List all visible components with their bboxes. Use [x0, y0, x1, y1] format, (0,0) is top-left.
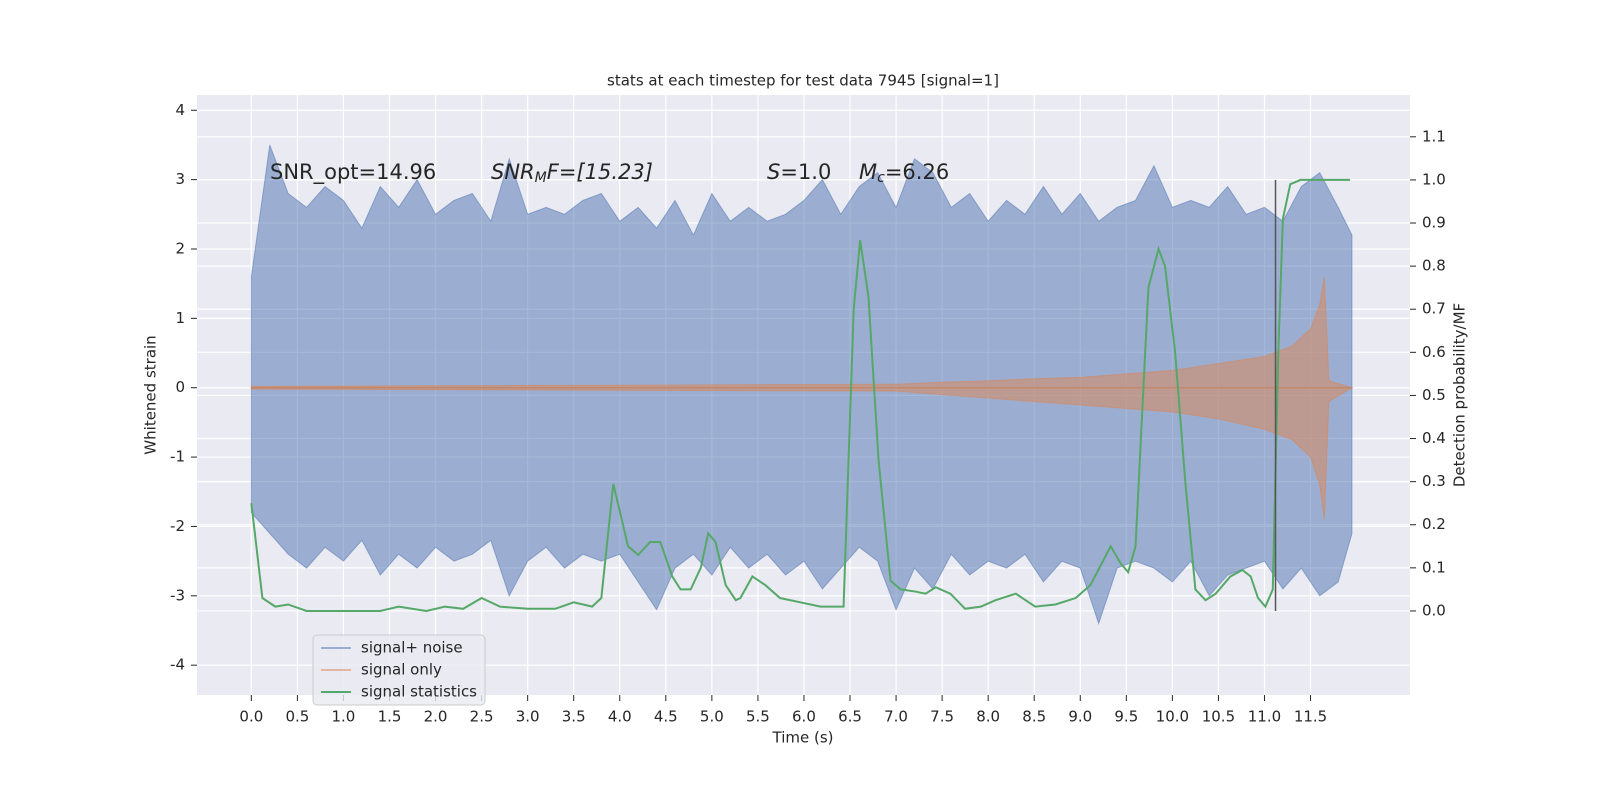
x-tick-label: 1.0: [332, 708, 356, 726]
y-tick-label: 3: [175, 170, 185, 188]
line: [250, 178, 1351, 612]
area-upper: [250, 276, 1353, 389]
legend-label: signal only: [361, 661, 442, 679]
annotation: SNR_opt=14.96: [270, 160, 436, 185]
legend-box: [312, 634, 486, 706]
y-tick-label: 1: [175, 309, 185, 327]
annotation-rest: F=[15.23]: [547, 160, 653, 184]
y2-tick-label: 0.9: [1422, 214, 1446, 232]
y2-tick-label: 1.1: [1422, 127, 1446, 145]
y-tick-label: -4: [170, 656, 185, 674]
x-tick-label: 4.0: [608, 708, 632, 726]
y2-tick-label: 0.7: [1422, 300, 1446, 318]
x-tick-label: 0.0: [239, 708, 263, 726]
x-tick-label: 6.0: [792, 708, 816, 726]
x-tick-label: 10.0: [1156, 708, 1189, 726]
y2-tick-label: 0.2: [1422, 515, 1446, 533]
x-tick-label: 5.5: [746, 708, 770, 726]
y-tick-label: -2: [170, 517, 185, 535]
x-tick-label: 8.5: [1022, 708, 1046, 726]
y-tick-label: -1: [170, 448, 185, 466]
y2-tick-label: 0.8: [1422, 257, 1446, 275]
x-tick-label: 4.5: [654, 708, 678, 726]
x-tick-label: 1.5: [378, 708, 402, 726]
annotation-rest: =6.26: [885, 160, 949, 184]
y2-tick-label: 0.1: [1422, 558, 1446, 576]
x-tick-label: 0.5: [285, 708, 309, 726]
area-lower: [250, 387, 1353, 626]
x-tick-label: 3.5: [562, 708, 586, 726]
area-upper: [250, 144, 1353, 389]
x-tick-label: 8.0: [976, 708, 1000, 726]
x-tick-label: 7.0: [884, 708, 908, 726]
annotation: Mc=6.26: [859, 160, 949, 186]
x-tick-label: 10.5: [1202, 708, 1235, 726]
annotation-main: M: [859, 160, 877, 184]
x-tick-label: 3.0: [516, 708, 540, 726]
x-tick-label: 7.5: [930, 708, 954, 726]
marks: [250, 144, 1354, 626]
y2-axis-label: Detection probability/MF: [1451, 303, 1469, 487]
x-tick-label: 6.5: [838, 708, 862, 726]
y2-tick-label: 0.5: [1422, 386, 1446, 404]
annotation-rest: =1.0: [780, 160, 831, 184]
legend-label: signal statistics: [361, 683, 477, 701]
annotation-main: S: [767, 160, 780, 184]
x-tick-label: 2.0: [424, 708, 448, 726]
x-tick-label: 5.0: [700, 708, 724, 726]
y-axis-label: Whitened strain: [142, 335, 160, 454]
x-tick-label: 9.5: [1114, 708, 1138, 726]
axes: 0.0 0.5 1.0 1.5 2.0 2.5 3.0 3.5 4.0 4.5 5.0 5.5 6.0 6…: [170, 101, 1446, 726]
chart-title: stats at each timestep for test data 794…: [607, 72, 999, 90]
annotation: S=1.0: [767, 160, 831, 184]
annotation-sub: M: [535, 170, 547, 186]
x-axis-label: Time (s): [772, 729, 834, 747]
area-lower: [250, 387, 1354, 520]
y2-tick-label: 0.3: [1422, 472, 1446, 490]
y2-tick-label: 0.6: [1422, 343, 1446, 361]
annotation-main: SNR_opt=14.96: [270, 160, 436, 185]
y-tick-label: 2: [175, 239, 185, 257]
y2-tick-label: 0.4: [1422, 429, 1446, 447]
x-tick-label: 9.0: [1068, 708, 1092, 726]
x-tick-label: 11.0: [1248, 708, 1281, 726]
y2-tick-label: 0.0: [1422, 601, 1446, 619]
annotation-sub: c: [877, 170, 885, 186]
annotation-main: SNR: [491, 160, 535, 184]
y-tick-label: -3: [170, 586, 185, 604]
y-tick-label: 0: [175, 378, 185, 396]
annotation: SNRMF=[15.23]: [491, 160, 653, 186]
x-tick-label: 11.5: [1294, 708, 1327, 726]
y2-tick-label: 1.0: [1422, 170, 1446, 188]
y-tick-label: 4: [175, 101, 185, 119]
legend-label: signal+ noise: [361, 639, 463, 657]
x-tick-label: 2.5: [470, 708, 494, 726]
